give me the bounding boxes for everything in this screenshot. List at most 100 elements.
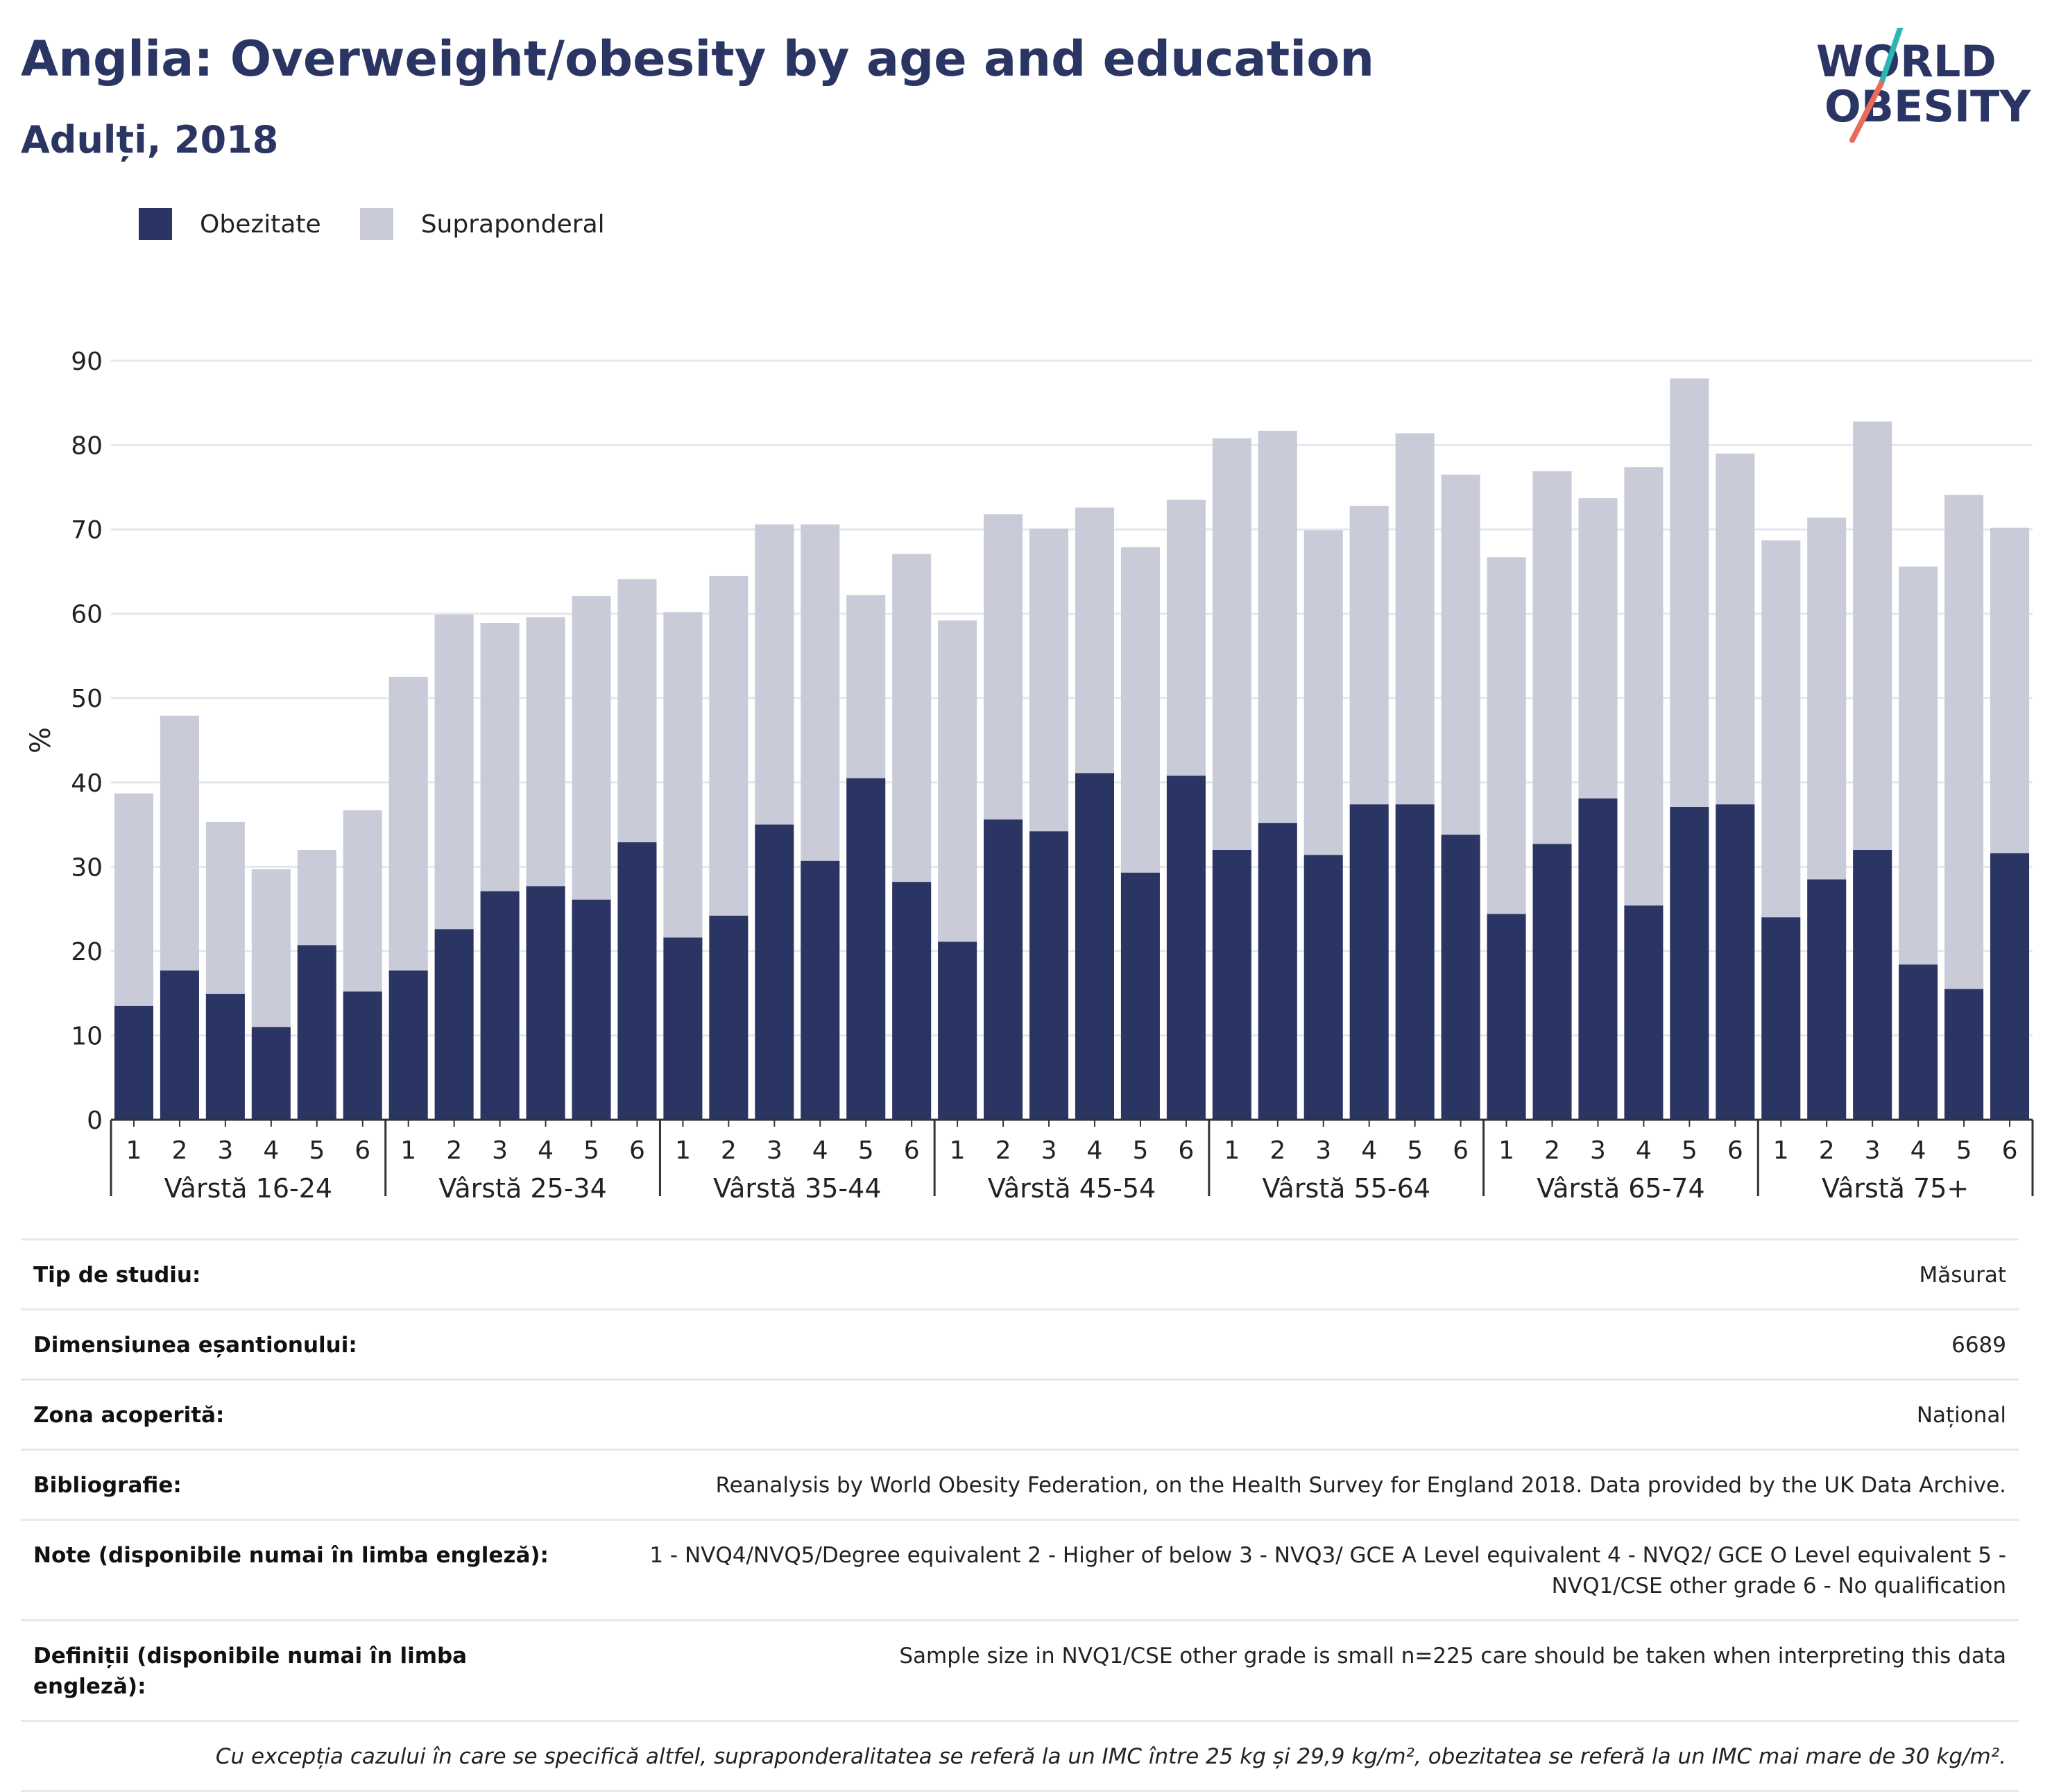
- bar-obesity: [434, 929, 474, 1120]
- category-label: 5: [858, 1136, 874, 1165]
- bar-overweight: [663, 612, 703, 938]
- bar-obesity: [1303, 855, 1343, 1120]
- meta-value: Reanalysis by World Obesity Federation, …: [715, 1473, 2006, 1498]
- chart-title: Anglia: Overweight/obesity by age and ed…: [21, 31, 1375, 87]
- bar-overweight: [480, 623, 520, 891]
- bar-overweight: [1303, 530, 1343, 855]
- y-tick-label: 30: [71, 853, 103, 882]
- bar-obesity: [1853, 850, 1892, 1120]
- group-label: Vârstă 35-44: [713, 1173, 881, 1204]
- category-label: 1: [1224, 1136, 1240, 1165]
- bar-overweight: [114, 793, 154, 1006]
- category-label: 2: [171, 1136, 187, 1165]
- bar-obesity: [1761, 917, 1801, 1120]
- bar-overweight: [617, 579, 657, 843]
- category-label: 4: [1087, 1136, 1103, 1165]
- bar-overweight: [160, 715, 199, 971]
- bar-overweight: [1899, 566, 1938, 965]
- category-label: 5: [1132, 1136, 1148, 1165]
- bar-overweight: [755, 524, 794, 825]
- bar-obesity: [1807, 879, 1847, 1120]
- bar-overweight: [1853, 421, 1892, 851]
- category-label: 4: [812, 1136, 828, 1165]
- bar-overweight: [205, 821, 245, 994]
- meta-row-study-type: Tip de studiu: Măsurat: [21, 1238, 2019, 1308]
- bar-overweight: [1944, 495, 1984, 989]
- bar-obesity: [663, 937, 703, 1120]
- meta-row-bibliography: Bibliografie: Reanalysis by World Obesit…: [21, 1449, 2019, 1519]
- bar-overweight: [572, 596, 611, 900]
- bar-obesity: [801, 860, 840, 1120]
- meta-label: Zona acoperită:: [33, 1403, 225, 1428]
- logo-line2: OBESITY: [1824, 81, 2031, 132]
- bar-obesity: [1899, 964, 1938, 1120]
- category-label: 6: [1727, 1136, 1743, 1165]
- bar-overweight: [343, 810, 382, 992]
- bar-overweight: [1212, 438, 1251, 851]
- bar-obesity: [1120, 872, 1160, 1120]
- bar-obesity: [1944, 989, 1984, 1120]
- bar-obesity: [160, 970, 199, 1120]
- bar-obesity: [1349, 804, 1389, 1120]
- meta-row-sample-size: Dimensiunea eșantionului: 6689: [21, 1308, 2019, 1379]
- bar-obesity: [251, 1027, 291, 1120]
- bar-obesity: [1075, 773, 1115, 1120]
- category-label: 1: [675, 1136, 691, 1165]
- category-label: 3: [1041, 1136, 1057, 1165]
- y-tick-label: 50: [71, 685, 103, 713]
- legend-item-overweight[interactable]: Supraponderal: [359, 208, 605, 240]
- category-label: 6: [1453, 1136, 1469, 1165]
- category-label: 2: [446, 1136, 462, 1165]
- bar-overweight: [1532, 471, 1572, 844]
- group-label: Vârstă 75+: [1822, 1173, 1969, 1204]
- category-label: 2: [1269, 1136, 1285, 1165]
- y-tick-label: 80: [71, 432, 103, 461]
- category-label: 2: [1819, 1136, 1835, 1165]
- bar-obesity: [709, 915, 749, 1120]
- bar-obesity: [1990, 853, 2030, 1120]
- bar-obesity: [297, 945, 336, 1120]
- y-axis-label: %: [25, 727, 57, 753]
- meta-value: Național: [1916, 1403, 2006, 1428]
- bar-overweight: [1075, 507, 1115, 774]
- bar-overweight: [892, 554, 932, 882]
- category-label: 3: [492, 1136, 508, 1165]
- bar-obesity: [1716, 804, 1755, 1120]
- y-tick-label: 0: [87, 1107, 103, 1135]
- y-tick-label: 70: [71, 516, 103, 545]
- group-label: Vârstă 16-24: [164, 1173, 332, 1204]
- group-label: Vârstă 65-74: [1537, 1173, 1704, 1204]
- legend-item-obesity[interactable]: Obezitate: [139, 208, 321, 240]
- bar-overweight: [388, 676, 428, 971]
- group-label: Vârstă 45-54: [988, 1173, 1156, 1204]
- bar-obesity: [755, 824, 794, 1120]
- category-label: 2: [995, 1136, 1011, 1165]
- bar-obesity: [846, 778, 886, 1120]
- group-label: Vârstă 55-64: [1262, 1173, 1430, 1204]
- chart-subtitle: Adulți, 2018: [21, 118, 279, 162]
- meta-label: Bibliografie:: [33, 1473, 182, 1498]
- bar-overweight: [1761, 540, 1801, 918]
- bar-obesity: [1029, 831, 1069, 1120]
- category-label: 5: [309, 1136, 325, 1165]
- y-tick-label: 10: [71, 1022, 103, 1050]
- meta-value: Măsurat: [1919, 1263, 2006, 1288]
- bar-obesity: [984, 819, 1023, 1120]
- bar-overweight: [526, 617, 565, 887]
- bar-obesity: [526, 886, 565, 1120]
- bar-overweight: [434, 614, 474, 930]
- y-tick-label: 20: [71, 938, 103, 966]
- bar-overweight: [297, 850, 336, 946]
- logo-slash-coral: [1849, 80, 1884, 143]
- bar-obesity: [938, 941, 977, 1120]
- bar-obesity: [892, 882, 932, 1120]
- bar-overweight: [984, 514, 1023, 820]
- bar-overweight: [1624, 467, 1664, 906]
- meta-label: Note (disponibile numai în limba engleză…: [33, 1543, 549, 1568]
- category-label: 5: [583, 1136, 599, 1165]
- bar-obesity: [1258, 823, 1297, 1120]
- bar-obesity: [205, 993, 245, 1120]
- bar-overweight: [1807, 518, 1847, 880]
- bar-overweight: [1578, 498, 1618, 799]
